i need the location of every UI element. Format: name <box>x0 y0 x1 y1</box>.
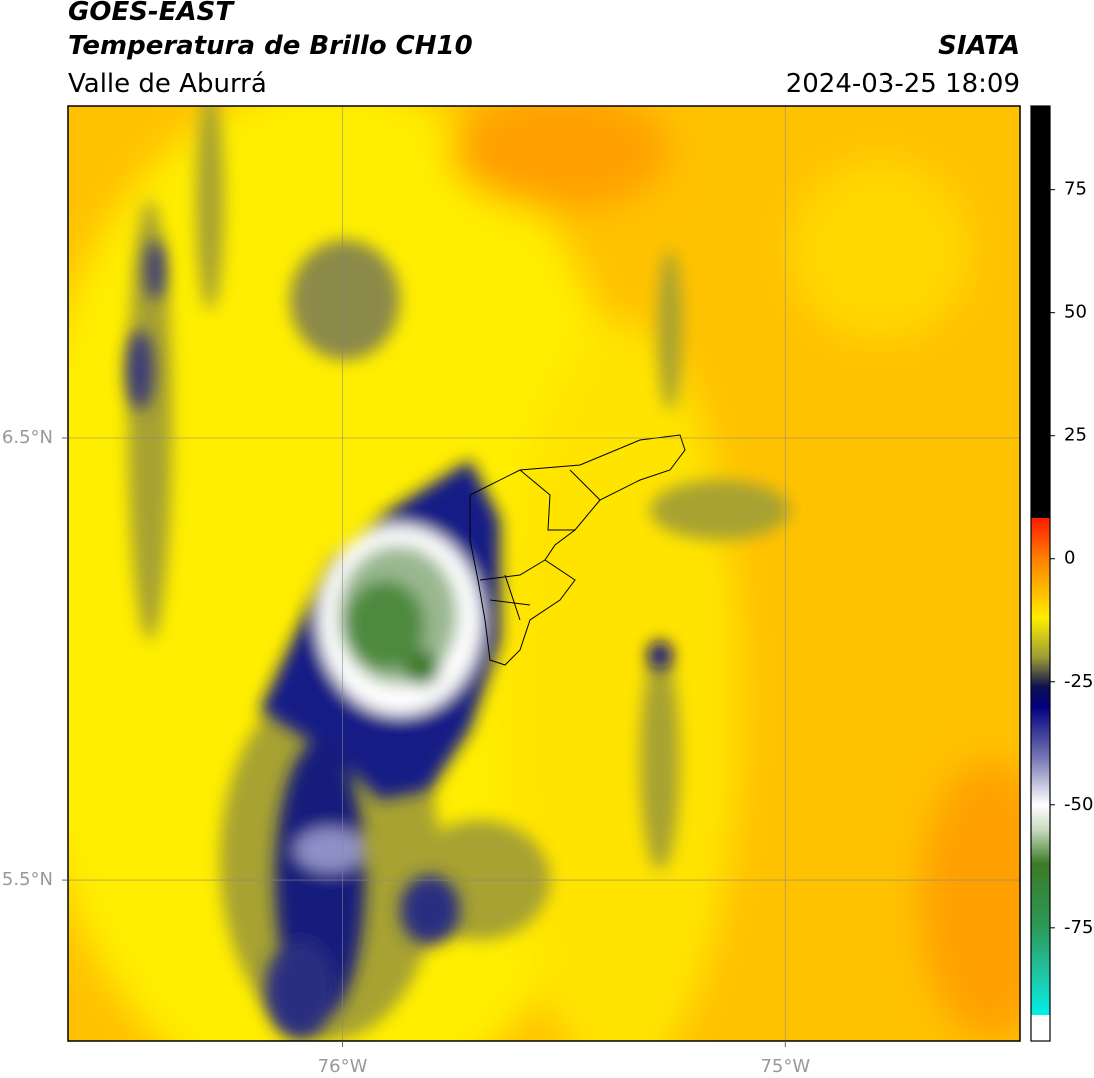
title: GOES-EAST <box>68 0 235 27</box>
colorbar <box>1030 105 1051 1042</box>
colorbar-tick-label: -75 <box>1064 917 1093 938</box>
colorbar-tick-label: -50 <box>1064 794 1093 815</box>
map-frame <box>67 105 1021 1042</box>
colorbar-tick-label: 75 <box>1064 179 1087 200</box>
datetime: 2024-03-25 18:09 <box>786 69 1020 99</box>
satellite-image <box>68 106 1020 1041</box>
colorbar-tick-label: -25 <box>1064 671 1093 692</box>
colorbar-tick-label: 50 <box>1064 302 1087 323</box>
colorbar-tick-label: 25 <box>1064 425 1087 446</box>
valley-boundary <box>469 434 686 666</box>
colorbar-tick-label: 0 <box>1064 548 1075 569</box>
longitude-label: 76°W <box>318 1056 368 1077</box>
source: SIATA <box>938 31 1020 61</box>
latitude-label: 6.5°N <box>2 427 53 448</box>
subtitle: Temperatura de Brillo CH10 <box>68 31 473 61</box>
region: Valle de Aburrá <box>68 69 267 99</box>
longitude-label: 75°W <box>760 1056 810 1077</box>
latitude-label: 5.5°N <box>2 869 53 890</box>
